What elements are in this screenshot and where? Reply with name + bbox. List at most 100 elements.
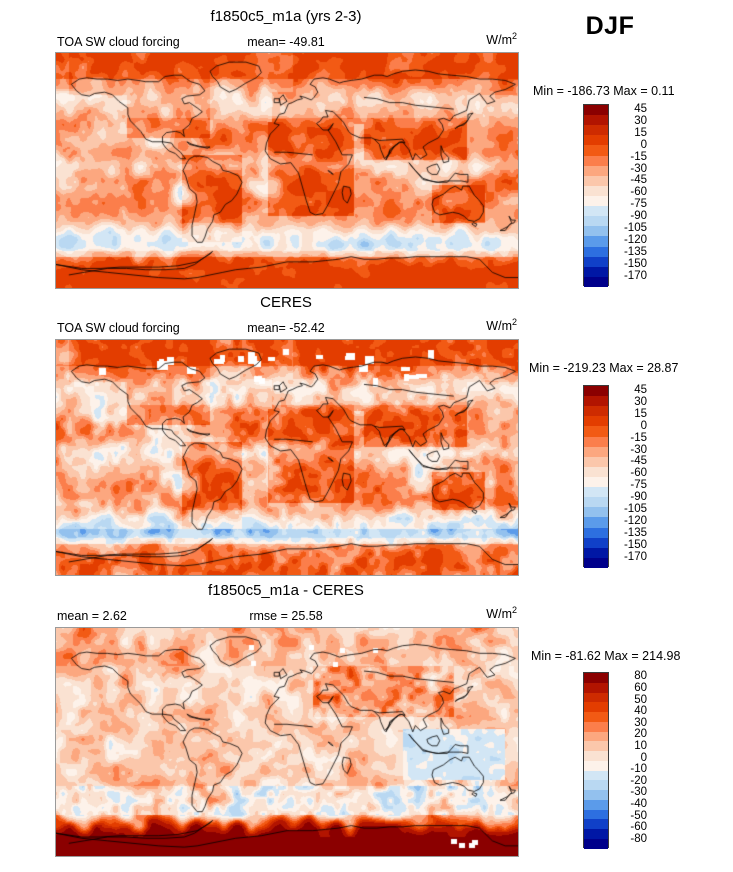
panel-units-label: W/m2 — [466, 605, 517, 621]
colorbar-tick-label: -20 — [630, 774, 647, 787]
colorbar-tick-label: 15 — [634, 126, 647, 139]
colorbar-band — [584, 476, 608, 488]
colorbar-tick-label: 30 — [634, 114, 647, 127]
colorbar-band — [584, 416, 608, 427]
colorbar-band — [584, 497, 608, 508]
colorbar-band — [584, 517, 608, 528]
colorbar-tick-label: 20 — [634, 728, 647, 741]
colorbar-band — [584, 721, 608, 732]
colorbar-tick-label: -45 — [630, 174, 647, 187]
colorbar-tick-label: -40 — [630, 797, 647, 810]
colorbar-band — [584, 406, 608, 417]
panel-title: f1850c5_m1a (yrs 2-3) — [210, 8, 362, 25]
panel-title: f1850c5_m1a - CERES — [208, 582, 364, 599]
units-exponent: 2 — [511, 30, 517, 41]
colorbar-band — [584, 206, 608, 217]
colorbar-tick-label: 50 — [634, 693, 647, 706]
map-panel-difference[interactable] — [55, 627, 519, 857]
colorbar-tick-label: -45 — [630, 455, 647, 468]
colorbar-band — [584, 712, 608, 722]
colorbar-band — [584, 195, 608, 207]
minmax-label: Min = -219.23 Max = 28.87 — [529, 361, 679, 375]
colorbar-band — [584, 226, 608, 237]
colorbar-tick-label: -105 — [623, 503, 647, 516]
colorbar-tick-label: 30 — [634, 716, 647, 729]
colorbar-tick-label: 80 — [634, 670, 647, 683]
colorbar-band — [584, 386, 608, 397]
colorbar-tick-label: -60 — [630, 821, 647, 834]
colorbar-tick-label: 45 — [634, 383, 647, 396]
map-canvas[interactable] — [56, 53, 518, 288]
colorbar-tick-label: 15 — [634, 407, 647, 420]
colorbar-band — [584, 266, 608, 277]
map-canvas[interactable] — [56, 628, 518, 856]
colorbar-band — [584, 466, 608, 477]
colorbar-band — [584, 436, 608, 447]
colorbar-tick-label: -30 — [630, 443, 647, 456]
map-canvas[interactable] — [56, 340, 518, 575]
colorbar-tick-label: -120 — [623, 234, 647, 247]
colorbar-tick-label: -75 — [630, 479, 647, 492]
colorbar-tick-label: -60 — [630, 186, 647, 199]
colorbar-tick-label: 40 — [634, 705, 647, 718]
colorbar-band — [584, 115, 608, 126]
colorbar-swatches — [583, 104, 609, 287]
map-panel-obs[interactable] — [55, 339, 519, 576]
colorbar-band — [584, 507, 608, 518]
colorbar-ticks: 45 30 15 0 -15 -30 -45 -60 -75 -90 -105 -120 -135 -15… — [613, 103, 653, 286]
colorbar-band — [584, 760, 608, 771]
colorbar-band — [584, 396, 608, 407]
colorbar-band — [584, 155, 608, 166]
colorbar-band — [584, 456, 608, 467]
minmax-label: Min = -186.73 Max = 0.11 — [533, 84, 675, 98]
colorbar-band — [584, 557, 608, 568]
colorbar-tick-label: -75 — [630, 198, 647, 211]
colorbar-band — [584, 216, 608, 227]
colorbar-band — [584, 751, 608, 761]
panel-mean-label: mean = 2.62 — [57, 609, 127, 623]
colorbar-tick-label: -15 — [630, 431, 647, 444]
colorbar-tick-label: -80 — [630, 832, 647, 845]
colorbar-tick-label: 60 — [634, 681, 647, 694]
colorbar-band — [584, 731, 608, 742]
colorbar-ticks: 45 30 15 0 -15 -30 -45 -60 -75 -90 -105 -120 -135 -15… — [613, 383, 653, 567]
colorbar-band — [584, 682, 608, 693]
panel-field-label: TOA SW cloud forcing — [57, 321, 180, 335]
colorbar-band — [584, 135, 608, 146]
colorbar-band — [584, 741, 608, 752]
panel-stat-label: mean= -52.42 — [247, 321, 325, 335]
colorbar-tick-label: -135 — [623, 527, 647, 540]
colorbar-tick-label: -170 — [623, 270, 647, 283]
colorbar-band — [584, 702, 608, 713]
colorbar-band — [584, 547, 608, 558]
colorbar-band — [584, 770, 608, 781]
panel-units-label: W/m2 — [466, 30, 517, 47]
colorbar-tick-label: -90 — [630, 491, 647, 504]
colorbar-tick-label: -10 — [630, 763, 647, 776]
colorbar-tick-label: -30 — [630, 786, 647, 799]
units-text: W/m — [486, 319, 512, 333]
colorbar-band — [584, 527, 608, 538]
units-text: W/m — [486, 33, 512, 47]
colorbar-band — [584, 145, 608, 156]
colorbar-tick-label: -50 — [630, 809, 647, 822]
colorbar-band — [584, 246, 608, 257]
colorbar-band — [584, 185, 608, 196]
colorbar-tick-label: -60 — [630, 467, 647, 480]
colorbar-tick-label: 0 — [640, 751, 647, 764]
colorbar-tick-label: -120 — [623, 515, 647, 528]
colorbar-band — [584, 819, 608, 830]
colorbar-band — [584, 839, 608, 849]
colorbar-band — [584, 829, 608, 840]
colorbar-tick-label: 0 — [640, 138, 647, 151]
colorbar-band — [584, 487, 608, 498]
panel-title: CERES — [260, 294, 312, 311]
colorbar-band — [584, 692, 608, 703]
minmax-label: Min = -81.62 Max = 214.98 — [531, 649, 681, 663]
colorbar-tick-label: -150 — [623, 258, 647, 271]
colorbar-tick-label: 30 — [634, 395, 647, 408]
panel-rmse-label: rmse = 25.58 — [249, 609, 323, 623]
colorbar-band — [584, 256, 608, 267]
map-panel-model[interactable] — [55, 52, 519, 289]
colorbar-tick-label: -105 — [623, 222, 647, 235]
